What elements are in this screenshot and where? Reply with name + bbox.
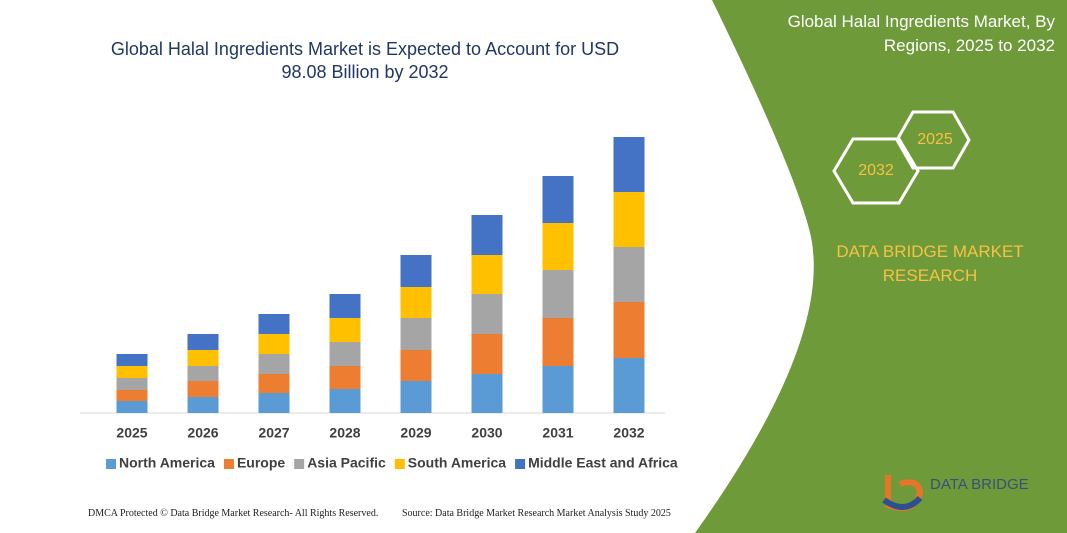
bar-segment: [400, 350, 432, 381]
bar-segment: [258, 354, 290, 374]
bar-segment: [258, 314, 290, 334]
badge-hexagon: [832, 137, 920, 205]
bar-segment: [329, 342, 361, 366]
x-tick-label: 2031: [542, 425, 573, 441]
bar-segment: [400, 318, 432, 350]
bar-segment: [471, 334, 503, 374]
bar-segment: [187, 397, 219, 413]
footer-note: DMCA Protected © Data Bridge Market Rese…: [88, 508, 379, 519]
bar-segment: [187, 366, 219, 381]
bar-segment: [542, 223, 574, 270]
legend-label: South America: [408, 455, 506, 471]
bar-segment: [187, 334, 219, 350]
bar-segment: [542, 366, 574, 413]
bar-segment: [613, 137, 645, 192]
legend-label: North America: [119, 455, 215, 471]
x-tick-label: 2032: [613, 425, 644, 441]
bar-segment: [187, 381, 219, 397]
x-tick-label: 2030: [471, 425, 502, 441]
chart-title: Global Halal Ingredients Market is Expec…: [110, 39, 620, 82]
bar-segment: [400, 381, 432, 413]
bar-segment: [258, 334, 290, 354]
badge-label: 2025: [917, 131, 953, 148]
bar-segment: [329, 366, 361, 389]
bar-segment: [542, 318, 574, 366]
bar-segment: [116, 354, 148, 366]
bar-segment: [116, 366, 148, 378]
legend-label: Asia Pacific: [307, 455, 386, 471]
bar-segment: [613, 247, 645, 302]
bar-segment: [613, 192, 645, 247]
legend-swatch: [515, 459, 526, 469]
bar-segment: [471, 294, 503, 334]
legend-swatch: [106, 459, 116, 469]
legend-label: Europe: [237, 455, 285, 471]
footer-source: Source: Data Bridge Market Research Mark…: [402, 508, 671, 519]
bar-segment: [329, 294, 361, 318]
legend-swatch: [394, 459, 405, 469]
panel-title: Global Halal Ingredients Market, By Regi…: [787, 12, 1055, 55]
x-tick-label: 2027: [258, 425, 289, 441]
legend-swatch: [223, 459, 234, 469]
legend-swatch: [294, 459, 305, 469]
x-tick-label: 2025: [116, 425, 147, 441]
bar-segment: [613, 302, 645, 358]
side-panel: [695, 0, 1067, 533]
x-tick-label: 2026: [187, 425, 218, 441]
bar-segment: [329, 389, 361, 413]
badge-hexagon: [895, 110, 971, 170]
x-tick-label: 2028: [329, 425, 360, 441]
legend-label: Middle East and Africa: [528, 455, 678, 471]
badge-label: 2032: [858, 162, 894, 179]
bar-segment: [116, 401, 148, 413]
bar-segment: [258, 393, 290, 413]
bar-segment: [471, 374, 503, 413]
bar-segment: [116, 378, 148, 390]
bar-segment: [400, 287, 432, 318]
bar-segment: [329, 318, 361, 342]
bar-segment: [116, 390, 148, 401]
bar-segment: [258, 374, 290, 393]
x-tick-label: 2029: [400, 425, 431, 441]
bar-segment: [187, 350, 219, 366]
logo-text: DATA BRIDGE: [930, 476, 1029, 493]
bar-segment: [542, 270, 574, 318]
bar-segment: [400, 255, 432, 287]
bar-segment: [471, 255, 503, 294]
bar-segment: [542, 176, 574, 223]
logo-mark: [882, 495, 923, 510]
bar-segment: [471, 215, 503, 255]
brand-name: DATA BRIDGE MARKET RESEARCH: [836, 242, 1024, 285]
bar-segment: [613, 358, 645, 413]
